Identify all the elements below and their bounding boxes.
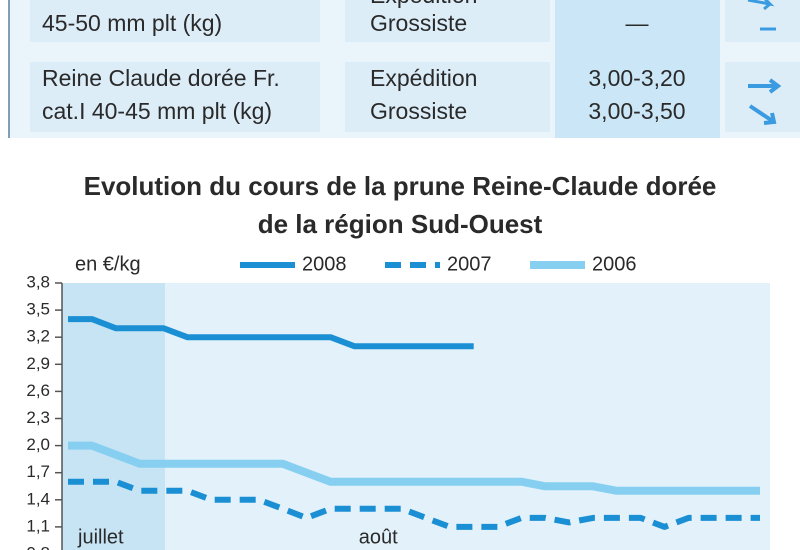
product: 45-50 mm plt (kg) bbox=[42, 10, 222, 36]
y-tick-label: 1,1 bbox=[26, 516, 50, 535]
price: — bbox=[626, 10, 649, 36]
y-tick-label: 2,9 bbox=[26, 354, 50, 373]
market: Grossiste bbox=[370, 98, 467, 124]
y-tick-label: 1,4 bbox=[26, 489, 50, 508]
cell-bg bbox=[345, 0, 550, 42]
cell-bg bbox=[30, 62, 320, 132]
market: Expédition bbox=[370, 65, 477, 91]
trend-arrow bbox=[747, 0, 775, 11]
chart-title: Evolution du cours de la prune Reine-Cla… bbox=[84, 171, 717, 201]
y-tick-label: 0,8 bbox=[26, 543, 50, 550]
cell-bg bbox=[345, 62, 550, 132]
price-table bbox=[8, 0, 800, 138]
product: Reine Claude dorée Fr. bbox=[42, 65, 280, 91]
market: Expédition bbox=[370, 0, 477, 8]
cell-bg bbox=[30, 0, 320, 42]
series-line bbox=[68, 478, 760, 530]
y-tick-label: 2,3 bbox=[26, 408, 50, 427]
series-line bbox=[68, 316, 474, 350]
market: Grossiste bbox=[370, 10, 467, 36]
y-tick-label: 2,0 bbox=[26, 435, 50, 454]
y-tick-label: 3,8 bbox=[26, 272, 50, 291]
plot-bg bbox=[62, 283, 770, 550]
trend-arrow bbox=[748, 104, 777, 125]
july-band bbox=[62, 283, 165, 550]
price-col-bg bbox=[555, 0, 720, 138]
legend-label: 2008 bbox=[302, 253, 347, 275]
series-line bbox=[68, 441, 760, 495]
y-tick-label: 3,2 bbox=[26, 327, 50, 346]
x-tick-label: août bbox=[359, 526, 398, 548]
chart-title: de la région Sud-Ouest bbox=[258, 209, 543, 239]
trend-arrow bbox=[748, 78, 782, 94]
cell-bg bbox=[725, 62, 800, 132]
product: cat.I 40-45 mm plt (kg) bbox=[42, 98, 272, 124]
y-unit: en €/kg bbox=[75, 253, 141, 275]
y-tick-label: 3,5 bbox=[26, 300, 50, 319]
price: 3,00-3,50 bbox=[588, 98, 685, 124]
cell-bg bbox=[725, 0, 800, 42]
y-tick-label: 1,7 bbox=[26, 462, 50, 481]
legend-label: 2006 bbox=[592, 253, 637, 275]
x-tick-label: juillet bbox=[77, 526, 124, 548]
price: 3,00-3,20 bbox=[588, 65, 685, 91]
y-tick-label: 2,6 bbox=[26, 381, 50, 400]
legend-label: 2007 bbox=[447, 253, 492, 275]
